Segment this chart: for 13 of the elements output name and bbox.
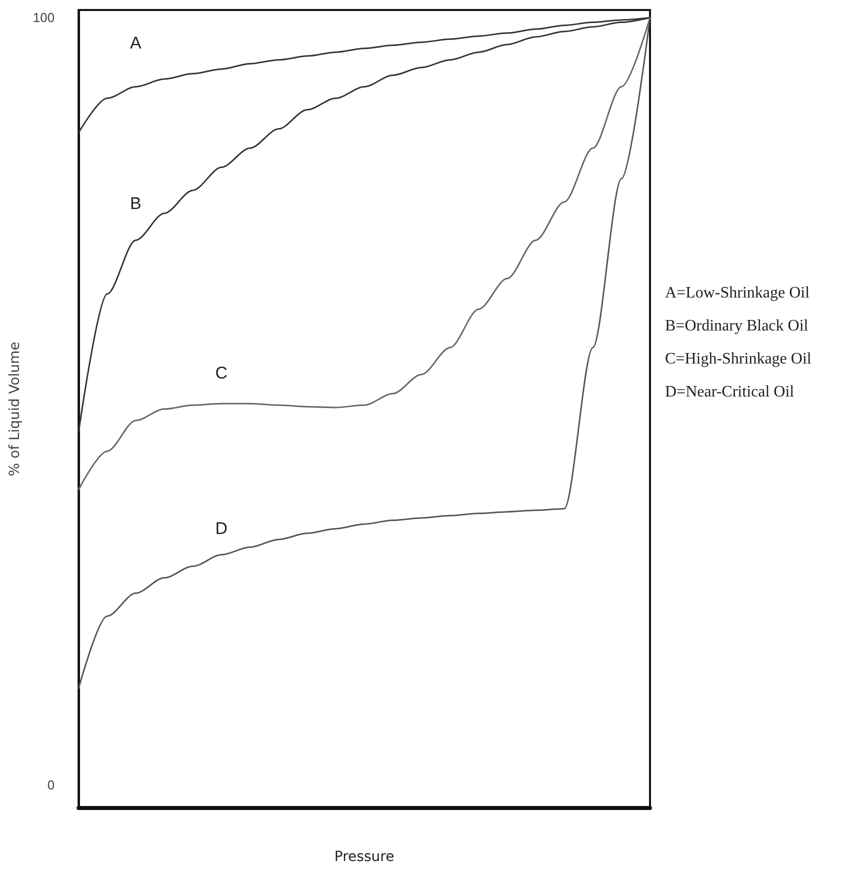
series-label: D <box>215 518 228 538</box>
series-label: B <box>130 194 142 214</box>
series-label: C <box>215 364 228 383</box>
series-label: A <box>130 34 142 53</box>
text: D=Near-Critical Oil <box>665 384 795 400</box>
line-series <box>78 16 651 690</box>
text: A=Low-Shrinkage Oil <box>665 284 810 302</box>
x-axis-title: Pressure <box>334 849 394 865</box>
y-axis-title: % of Liquid Volume <box>7 342 23 476</box>
y-tick-label: 100 <box>32 10 55 26</box>
y-tick-label: 0 <box>47 777 55 792</box>
text: B=Ordinary Black Oil <box>665 318 809 334</box>
text: C=High-Shrinkage Oil <box>665 350 812 368</box>
